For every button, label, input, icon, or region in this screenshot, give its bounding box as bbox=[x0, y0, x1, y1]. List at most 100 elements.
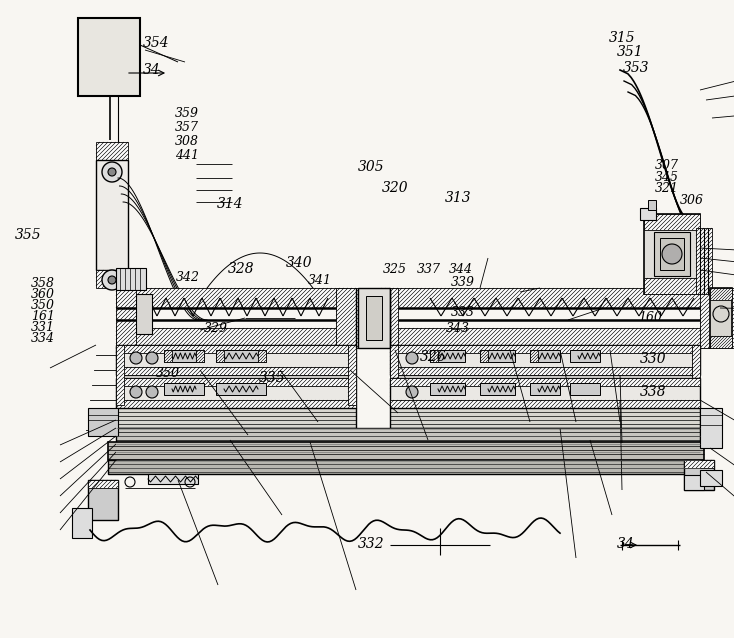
Text: 354: 354 bbox=[143, 36, 170, 50]
Bar bbox=[258, 350, 266, 362]
Bar bbox=[390, 367, 700, 375]
Bar bbox=[88, 480, 118, 488]
Text: 358: 358 bbox=[31, 278, 55, 290]
Bar bbox=[430, 383, 465, 395]
Bar bbox=[116, 378, 356, 408]
Text: 332: 332 bbox=[358, 537, 385, 551]
Text: 355: 355 bbox=[15, 228, 41, 242]
Text: 308: 308 bbox=[175, 135, 199, 148]
Bar bbox=[644, 278, 700, 294]
Text: 337: 337 bbox=[417, 263, 441, 276]
Bar bbox=[216, 383, 266, 395]
Bar bbox=[390, 378, 700, 386]
Text: 325: 325 bbox=[383, 263, 407, 276]
Text: 328: 328 bbox=[228, 262, 254, 276]
Text: 333: 333 bbox=[451, 306, 475, 319]
Bar bbox=[684, 475, 704, 490]
Bar bbox=[116, 367, 356, 375]
Bar bbox=[696, 228, 712, 294]
Bar bbox=[116, 378, 356, 386]
Bar bbox=[700, 408, 722, 448]
Bar bbox=[390, 288, 720, 308]
Bar bbox=[390, 378, 700, 408]
Bar bbox=[390, 345, 398, 405]
Text: 338: 338 bbox=[640, 385, 666, 399]
Bar bbox=[116, 345, 356, 375]
Bar bbox=[116, 328, 356, 348]
Bar bbox=[116, 345, 356, 353]
Text: 342: 342 bbox=[176, 271, 200, 284]
Bar bbox=[530, 383, 560, 395]
Bar bbox=[164, 350, 204, 362]
Bar bbox=[196, 350, 204, 362]
Bar bbox=[390, 408, 700, 428]
Bar bbox=[654, 232, 690, 276]
Circle shape bbox=[146, 352, 158, 364]
Text: 161: 161 bbox=[31, 310, 55, 323]
Text: 305: 305 bbox=[358, 160, 385, 174]
Bar bbox=[644, 214, 700, 294]
Bar bbox=[378, 288, 398, 348]
Bar bbox=[366, 296, 382, 340]
Bar bbox=[116, 268, 146, 290]
Text: 34: 34 bbox=[143, 63, 161, 77]
Bar bbox=[366, 312, 380, 342]
Bar bbox=[692, 345, 700, 405]
Bar bbox=[684, 460, 714, 468]
Bar bbox=[164, 383, 204, 395]
Text: 334: 334 bbox=[31, 332, 55, 345]
Bar bbox=[216, 350, 266, 362]
Circle shape bbox=[662, 244, 682, 264]
Bar bbox=[390, 328, 720, 348]
Text: 315: 315 bbox=[609, 31, 636, 45]
Text: 357: 357 bbox=[175, 121, 199, 134]
Bar bbox=[390, 400, 700, 408]
Circle shape bbox=[108, 168, 116, 176]
Bar bbox=[644, 214, 700, 230]
Bar bbox=[480, 350, 515, 362]
Text: 307: 307 bbox=[655, 160, 679, 172]
Text: 329: 329 bbox=[204, 322, 228, 335]
Text: 341: 341 bbox=[308, 274, 333, 287]
Text: 313: 313 bbox=[445, 191, 471, 205]
Bar bbox=[710, 288, 732, 300]
Circle shape bbox=[368, 315, 378, 325]
Bar bbox=[640, 208, 656, 220]
Text: 331: 331 bbox=[31, 321, 55, 334]
Circle shape bbox=[102, 162, 122, 182]
Bar bbox=[720, 288, 734, 348]
Bar bbox=[78, 18, 140, 96]
Circle shape bbox=[108, 276, 116, 284]
Circle shape bbox=[130, 352, 142, 364]
Text: 34: 34 bbox=[617, 537, 634, 551]
Bar bbox=[480, 383, 515, 395]
Bar bbox=[710, 288, 732, 348]
Text: 335: 335 bbox=[258, 371, 285, 385]
Bar bbox=[108, 460, 704, 474]
Bar bbox=[358, 288, 390, 348]
Bar bbox=[530, 350, 560, 362]
Bar bbox=[72, 508, 92, 538]
Bar bbox=[164, 350, 172, 362]
Text: 350: 350 bbox=[31, 299, 55, 312]
Circle shape bbox=[406, 386, 418, 398]
Bar bbox=[108, 442, 704, 460]
Bar bbox=[700, 470, 722, 486]
Bar bbox=[116, 400, 356, 408]
Text: 339: 339 bbox=[451, 276, 475, 289]
Bar bbox=[390, 345, 700, 375]
Text: 160: 160 bbox=[639, 311, 663, 324]
Bar bbox=[88, 480, 118, 520]
Bar bbox=[96, 270, 128, 288]
Bar bbox=[390, 345, 700, 353]
Text: 441: 441 bbox=[175, 149, 199, 162]
Text: 344: 344 bbox=[449, 263, 473, 276]
Bar bbox=[570, 383, 600, 395]
Bar bbox=[116, 428, 700, 442]
Bar bbox=[530, 350, 538, 362]
Text: 350: 350 bbox=[156, 367, 181, 380]
Text: 343: 343 bbox=[446, 322, 470, 335]
Text: 314: 314 bbox=[217, 197, 243, 211]
Bar bbox=[116, 288, 136, 348]
Bar bbox=[648, 200, 656, 210]
